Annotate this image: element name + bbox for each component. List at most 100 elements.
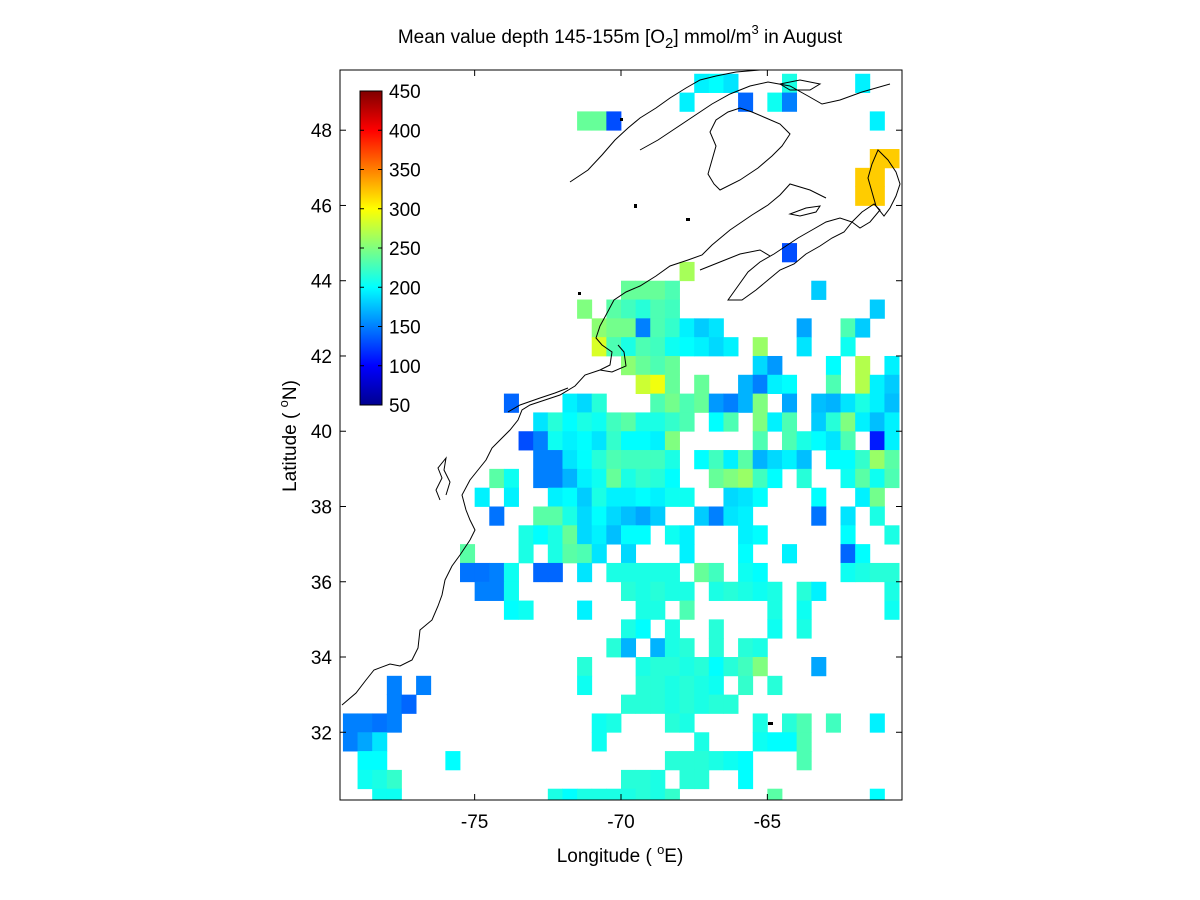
heatmap-cell [840, 468, 856, 489]
heatmap-cell [752, 732, 768, 752]
heatmap-cell [621, 412, 637, 432]
heatmap-cell [372, 751, 388, 771]
heatmap-cell [840, 412, 856, 432]
heatmap-cell [825, 355, 841, 376]
heatmap-cell [635, 506, 651, 526]
y-tick-label: 48 [311, 121, 332, 142]
heatmap-cell [708, 619, 724, 639]
heatmap-cell [577, 788, 593, 800]
heatmap-cell [738, 374, 754, 394]
heatmap-cell [518, 525, 534, 545]
heatmap-cell [796, 713, 812, 733]
heatmap-cell [577, 525, 593, 545]
heatmap-cell [796, 431, 812, 451]
heatmap-cell [708, 412, 724, 432]
heatmap-cell [679, 487, 695, 507]
heatmap-cell [650, 450, 666, 470]
heatmap-cell [723, 393, 739, 413]
heatmap-cell [796, 619, 812, 639]
heatmap-cell [679, 675, 695, 696]
heatmap-cell [562, 525, 578, 545]
heatmap-cell [591, 337, 607, 357]
heatmap-cell [621, 318, 637, 338]
heatmap-cell [547, 788, 563, 800]
heatmap-cell [635, 657, 651, 677]
heatmap-cell [342, 713, 358, 733]
heatmap-cell [752, 487, 768, 507]
heatmap-cell [840, 506, 856, 526]
heatmap-cell [723, 487, 739, 507]
heatmap-cell [752, 468, 768, 489]
heatmap-cell [562, 431, 578, 451]
heatmap-cell [679, 525, 695, 545]
heatmap-cell [738, 487, 754, 507]
heatmap-cell [577, 393, 593, 413]
heatmap-cell [664, 355, 680, 376]
heatmap-cell [869, 412, 885, 432]
heatmap-cell [752, 431, 768, 451]
heatmap-cell [723, 694, 739, 714]
heatmap-cell [621, 299, 637, 319]
heatmap-cell [723, 450, 739, 470]
heatmap-cell [767, 600, 783, 620]
heatmap-cell [781, 393, 798, 413]
heatmap-cell [840, 450, 856, 470]
heatmap-cell [547, 525, 563, 545]
heatmap-cell [621, 769, 637, 790]
heatmap-cell [621, 355, 637, 376]
heatmap-cell [606, 299, 622, 319]
heatmap-cell [518, 600, 534, 620]
heatmap-cell [635, 525, 651, 545]
heatmap-cell [796, 600, 812, 620]
heatmap-cell [708, 393, 724, 413]
heatmap-cell [767, 581, 783, 601]
heatmap-cell [372, 732, 388, 752]
heatmap-cell [855, 544, 871, 564]
heatmap-cell [547, 468, 563, 489]
heatmap-cell [679, 713, 695, 733]
pei [788, 205, 822, 217]
heatmap-cell [606, 318, 622, 338]
y-tick-label: 40 [311, 422, 332, 443]
heatmap-cell [650, 788, 666, 800]
heatmap-cell [562, 468, 578, 489]
heatmap-cell [577, 468, 593, 489]
heatmap-cell [869, 299, 885, 319]
heatmap-cell [591, 450, 607, 470]
heatmap-cell [694, 73, 710, 93]
heatmap-cell [664, 525, 680, 545]
heatmap-cell [679, 261, 695, 282]
heatmap-cell [781, 243, 798, 263]
heatmap-cell [694, 393, 710, 413]
heatmap-cell [694, 751, 710, 771]
heatmap-cell [767, 468, 783, 489]
heatmap-cell [811, 487, 827, 507]
heatmap-cell [650, 769, 666, 790]
heatmap-cell [679, 769, 695, 790]
y-tick-label: 38 [311, 497, 332, 518]
long-island-shore [507, 387, 569, 413]
heatmap-cell [796, 450, 812, 470]
heatmap-cell [664, 487, 680, 507]
heatmap-cell [547, 450, 563, 470]
heatmap-cell [694, 318, 710, 338]
heatmap-cell [503, 468, 519, 489]
heatmap-cell [547, 506, 563, 526]
heatmap-cell [577, 299, 593, 319]
heatmap-cell [635, 374, 651, 394]
heatmap-cell [796, 751, 812, 771]
heatmap-cell [767, 788, 783, 800]
heatmap-cell [825, 374, 841, 394]
heatmap-cell [664, 431, 680, 451]
heatmap-cell [840, 393, 856, 413]
heatmap-cell [796, 732, 812, 752]
heatmap-cell [401, 694, 417, 714]
heatmap-cell [621, 431, 637, 451]
heatmap-cell [679, 657, 695, 677]
heatmap-cell [591, 412, 607, 432]
heatmap-cell [547, 544, 563, 564]
heatmap-cell [489, 468, 505, 489]
heatmap-cell [635, 788, 651, 800]
heatmap-cell [460, 562, 476, 583]
y-tick-label: 42 [311, 347, 332, 368]
